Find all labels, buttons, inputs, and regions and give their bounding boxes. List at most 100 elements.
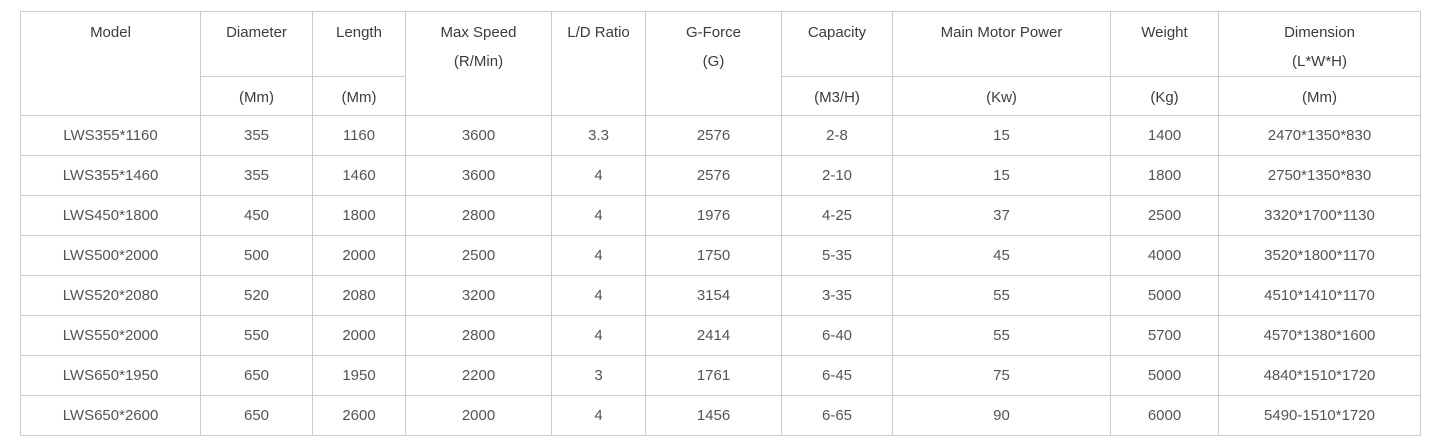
cell-model: LWS650*2600 (20, 395, 201, 436)
cell-model: LWS650*1950 (20, 355, 201, 396)
col-header-main-motor-power: Main Motor Power (892, 11, 1111, 77)
cell-model: LWS550*2000 (20, 315, 201, 356)
col-header-capacity: Capacity (781, 11, 893, 77)
cell-ld-ratio: 4 (551, 395, 646, 436)
cell-ld-ratio: 4 (551, 315, 646, 356)
cell-main-motor-power: 75 (892, 355, 1111, 396)
cell-g-force: 1750 (645, 235, 782, 276)
cell-capacity: 6-65 (781, 395, 893, 436)
col-unit-length: (Mm) (312, 76, 406, 116)
cell-max-speed: 2800 (405, 315, 552, 356)
cell-weight: 5000 (1110, 355, 1219, 396)
col-unit-weight: (Kg) (1110, 76, 1219, 116)
cell-length: 1160 (312, 115, 406, 156)
table-row: LWS650*1950 650 1950 2200 3 1761 6-45 75… (20, 355, 1421, 396)
cell-ld-ratio: 4 (551, 155, 646, 196)
cell-dimension: 3520*1800*1170 (1218, 235, 1421, 276)
cell-dimension: 2470*1350*830 (1218, 115, 1421, 156)
table-row: LWS520*2080 520 2080 3200 4 3154 3-35 55… (20, 275, 1421, 316)
cell-weight: 5700 (1110, 315, 1219, 356)
cell-weight: 2500 (1110, 195, 1219, 236)
cell-dimension: 2750*1350*830 (1218, 155, 1421, 196)
cell-capacity: 5-35 (781, 235, 893, 276)
cell-length: 1800 (312, 195, 406, 236)
col-header-diameter: Diameter (200, 11, 313, 77)
cell-model: LWS500*2000 (20, 235, 201, 276)
cell-diameter: 650 (200, 395, 313, 436)
cell-model: LWS450*1800 (20, 195, 201, 236)
col-header-dimension-sub: (L*W*H) (1292, 53, 1347, 70)
header-row-2: (Mm) (Mm) (M3/H) (Kw) (Kg) (Mm) (21, 76, 1421, 116)
cell-g-force: 1761 (645, 355, 782, 396)
cell-max-speed: 3600 (405, 155, 552, 196)
cell-diameter: 550 (200, 315, 313, 356)
col-unit-diameter: (Mm) (200, 76, 313, 116)
cell-diameter: 520 (200, 275, 313, 316)
cell-ld-ratio: 3.3 (551, 115, 646, 156)
cell-g-force: 1976 (645, 195, 782, 236)
cell-main-motor-power: 45 (892, 235, 1111, 276)
cell-model: LWS520*2080 (20, 275, 201, 316)
cell-main-motor-power: 15 (892, 155, 1111, 196)
col-header-max-speed-unit: (R/Min) (453, 53, 504, 70)
col-header-length: Length (312, 11, 406, 77)
cell-weight: 1800 (1110, 155, 1219, 196)
col-header-g-force: G-Force (G) (645, 11, 782, 116)
col-header-max-speed: Max Speed (R/Min) (405, 11, 552, 116)
cell-dimension: 4840*1510*1720 (1218, 355, 1421, 396)
cell-length: 2080 (312, 275, 406, 316)
cell-g-force: 1456 (645, 395, 782, 436)
cell-length: 2000 (312, 235, 406, 276)
table-row: LWS355*1160 355 1160 3600 3.3 2576 2-8 1… (20, 115, 1421, 156)
cell-ld-ratio: 4 (551, 195, 646, 236)
cell-length: 2600 (312, 395, 406, 436)
cell-max-speed: 2000 (405, 395, 552, 436)
col-header-max-speed-label: Max Speed (440, 24, 517, 41)
cell-diameter: 500 (200, 235, 313, 276)
cell-weight: 6000 (1110, 395, 1219, 436)
col-header-weight: Weight (1110, 11, 1219, 77)
cell-model: LWS355*1460 (20, 155, 201, 196)
col-unit-main-motor-power: (Kw) (892, 76, 1111, 116)
cell-g-force: 2576 (645, 155, 782, 196)
cell-dimension: 5490-1510*1720 (1218, 395, 1421, 436)
col-header-dimension: Dimension (L*W*H) (1218, 11, 1421, 77)
table-row: LWS450*1800 450 1800 2800 4 1976 4-25 37… (20, 195, 1421, 236)
col-unit-dimension: (Mm) (1218, 76, 1421, 116)
cell-main-motor-power: 55 (892, 315, 1111, 356)
col-header-ld-ratio: L/D Ratio (551, 11, 646, 116)
cell-capacity: 2-8 (781, 115, 893, 156)
cell-capacity: 6-40 (781, 315, 893, 356)
cell-capacity: 3-35 (781, 275, 893, 316)
cell-diameter: 355 (200, 155, 313, 196)
cell-length: 1950 (312, 355, 406, 396)
cell-max-speed: 3600 (405, 115, 552, 156)
cell-main-motor-power: 55 (892, 275, 1111, 316)
cell-dimension: 4510*1410*1170 (1218, 275, 1421, 316)
table-body: LWS355*1160 355 1160 3600 3.3 2576 2-8 1… (20, 115, 1421, 436)
cell-ld-ratio: 3 (551, 355, 646, 396)
cell-max-speed: 2800 (405, 195, 552, 236)
cell-weight: 4000 (1110, 235, 1219, 276)
cell-g-force: 2414 (645, 315, 782, 356)
col-header-g-force-unit: (G) (702, 53, 725, 70)
cell-capacity: 2-10 (781, 155, 893, 196)
cell-weight: 1400 (1110, 115, 1219, 156)
cell-ld-ratio: 4 (551, 275, 646, 316)
table-header: Model Diameter Length Max Speed (R/Min) … (20, 11, 1421, 116)
cell-ld-ratio: 4 (551, 235, 646, 276)
cell-capacity: 6-45 (781, 355, 893, 396)
cell-weight: 5000 (1110, 275, 1219, 316)
col-header-g-force-label: G-Force (685, 24, 741, 41)
table-row: LWS500*2000 500 2000 2500 4 1750 5-35 45… (20, 235, 1421, 276)
col-unit-capacity: (M3/H) (781, 76, 893, 116)
table-row: LWS650*2600 650 2600 2000 4 1456 6-65 90… (20, 395, 1421, 436)
cell-max-speed: 2500 (405, 235, 552, 276)
cell-main-motor-power: 15 (892, 115, 1111, 156)
product-spec-table: Model Diameter Length Max Speed (R/Min) … (20, 11, 1421, 436)
cell-main-motor-power: 90 (892, 395, 1111, 436)
col-header-model: Model (20, 11, 201, 116)
cell-dimension: 3320*1700*1130 (1218, 195, 1421, 236)
table-row: LWS355*1460 355 1460 3600 4 2576 2-10 15… (20, 155, 1421, 196)
